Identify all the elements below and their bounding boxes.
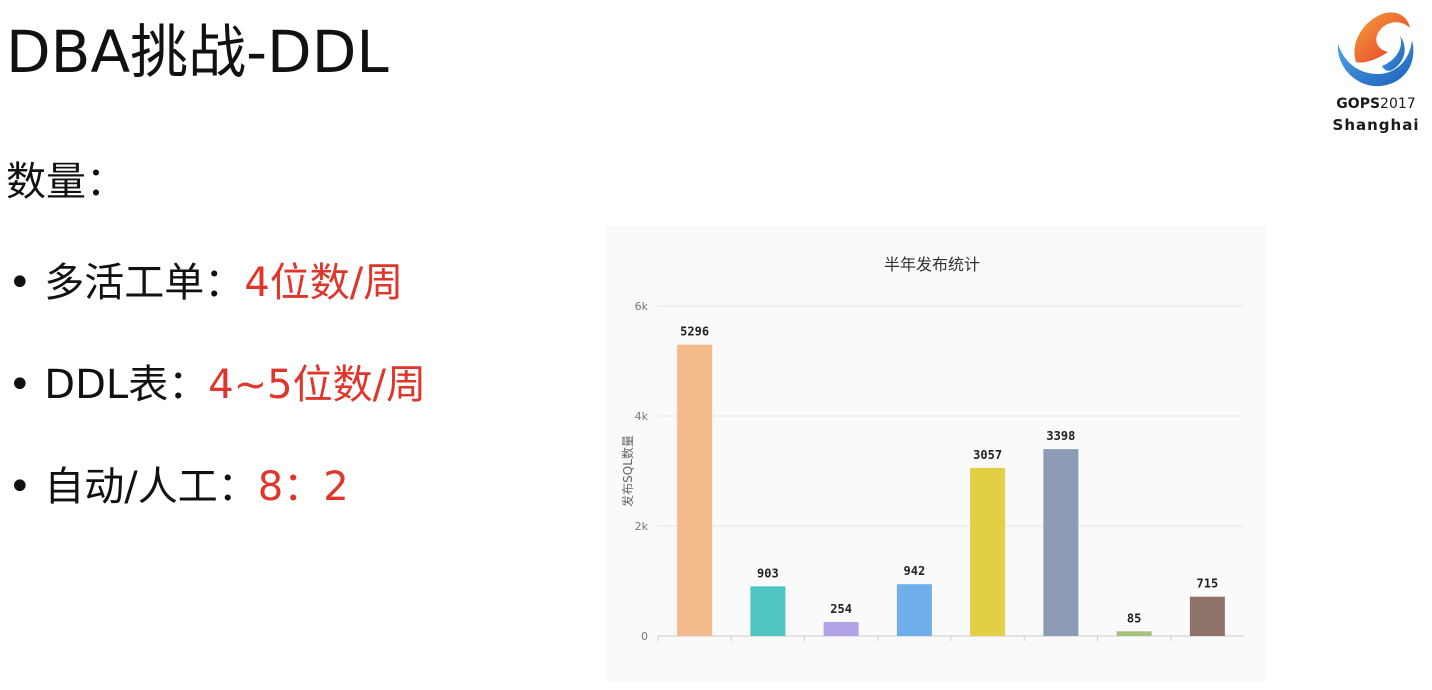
data-label: 715 — [1197, 577, 1219, 591]
data-label: 5296 — [680, 325, 709, 339]
bullet-item: • 自动/人工：8：2 — [8, 460, 349, 514]
y-tick-label: 6k — [635, 300, 649, 313]
bullet-item: • DDL表：4~5位数/周 — [8, 358, 426, 412]
data-label: 3398 — [1046, 429, 1075, 443]
data-label: 942 — [904, 564, 926, 578]
bullet-label: • 自动/人工： — [8, 464, 258, 510]
slide-title: DBA挑战-DDL — [6, 18, 389, 86]
bar-chart-panel: 半年发布统计 发布SQL数量 0 2k 4k 6k 5296 903 254 942 3057… — [606, 226, 1266, 682]
bar — [750, 586, 786, 636]
y-tick-label: 4k — [635, 410, 649, 423]
data-label: 85 — [1127, 611, 1141, 625]
bullet-value: 4~5位数/周 — [208, 362, 427, 408]
bullet-value: 4位数/周 — [244, 260, 404, 306]
bar — [1189, 596, 1225, 636]
bullet-label: • DDL表： — [8, 362, 209, 408]
y-axis-title: 发布SQL数量 — [620, 435, 635, 507]
bar — [896, 584, 932, 636]
y-tick-label: 0 — [641, 630, 648, 643]
bar-chart: 半年发布统计 发布SQL数量 0 2k 4k 6k 5296 903 254 942 3057… — [620, 255, 1244, 643]
bar — [823, 622, 859, 636]
logo-brand-text: GOPS2017 — [1336, 96, 1416, 112]
gops-logo: GOPS2017 Shanghai — [1326, 4, 1426, 138]
bullet-item: • 多活工单：4位数/周 — [8, 256, 403, 310]
bar — [1043, 449, 1079, 636]
data-label: 3057 — [973, 448, 1002, 462]
data-label: 903 — [757, 566, 779, 580]
section-heading: 数量： — [6, 159, 126, 205]
gops-flame-icon — [1337, 12, 1414, 87]
data-label: 254 — [830, 602, 852, 616]
logo-city-text: Shanghai — [1332, 116, 1420, 134]
y-tick-label: 2k — [635, 520, 649, 533]
bullet-value: 8：2 — [257, 464, 349, 510]
chart-title: 半年发布统计 — [884, 255, 980, 274]
bar — [970, 467, 1006, 636]
bar — [677, 344, 713, 636]
bullet-label: • 多活工单： — [8, 260, 245, 306]
bar — [1116, 631, 1152, 636]
